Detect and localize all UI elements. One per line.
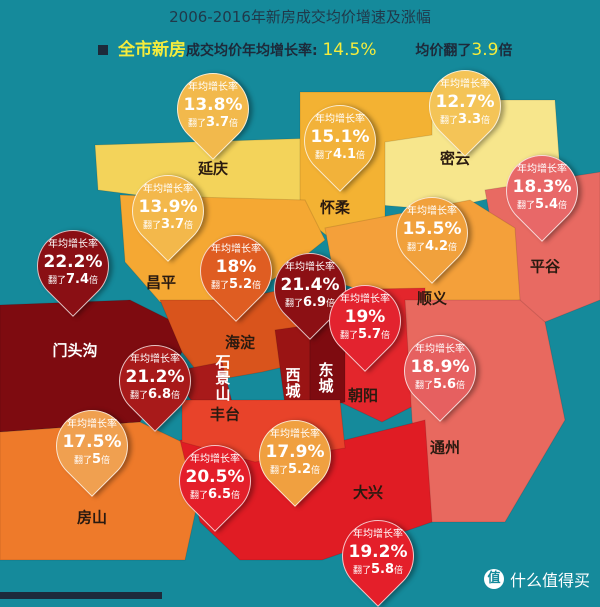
pin-multiple: 翻了5.2倍 [210, 277, 262, 292]
pin-rate-label: 年均增长率 [415, 344, 465, 355]
pin-rate-label: 年均增长率 [285, 262, 335, 273]
summary-rate: 14.5% [322, 40, 377, 60]
pin-rate-label: 年均增长率 [130, 354, 180, 365]
pin-rate-label: 年均增长率 [143, 184, 193, 195]
pin-rate-label: 年均增长率 [315, 114, 365, 125]
district-label: 延庆 [197, 159, 229, 178]
pin-multiple: 翻了5.4倍 [516, 197, 568, 212]
pin-rate-label: 年均增长率 [188, 82, 238, 93]
map-pin: 年均增长率 19.2% 翻了5.8倍 [327, 505, 429, 607]
pin-rate-label: 年均增长率 [340, 294, 390, 305]
pin-rate-label: 年均增长率 [353, 529, 403, 540]
watermark-logo: 值 什么值得买 [483, 567, 590, 591]
pin-rate: 12.7% [435, 92, 495, 112]
logo-icon: 值 [483, 569, 504, 589]
pin-rate: 15.5% [402, 219, 462, 239]
pin-multiple: 翻了5倍 [73, 452, 111, 467]
pin-multiple: 翻了5.6倍 [414, 377, 466, 392]
district-label: 通州 [429, 438, 461, 457]
pin-rate: 21.4% [280, 275, 340, 295]
pin-rate-label: 年均增长率 [67, 419, 117, 430]
chart-title: 2006-2016年新房成交均价增速及涨幅 [169, 8, 431, 26]
pin-rate-label: 年均增长率 [517, 164, 567, 175]
district-label: 顺义 [416, 289, 448, 308]
pin-rate-label: 年均增长率 [190, 454, 240, 465]
district-label: 昌平 [145, 273, 177, 292]
map-pin: 年均增长率 18% 翻了5.2倍 [185, 220, 287, 322]
map-pin: 年均增长率 21.4% 翻了6.9倍 [259, 238, 361, 340]
pin-rate: 19.2% [348, 542, 408, 562]
map-pin: 年均增长率 15.5% 翻了4.2倍 [381, 182, 483, 284]
pin-rate: 18.3% [512, 177, 572, 197]
map-pin: 年均增长率 13.9% 翻了3.7倍 [117, 160, 219, 262]
pin-multiple: 翻了6.8倍 [129, 387, 181, 402]
pin-multiple: 翻了7.4倍 [47, 272, 99, 287]
pin-rate: 15.1% [310, 127, 370, 147]
district-label: 平谷 [529, 257, 561, 276]
pin-multiple: 翻了3.7倍 [187, 115, 239, 130]
pin-rate: 17.9% [265, 442, 325, 462]
map-pin: 年均增长率 17.5% 翻了5倍 [41, 395, 143, 497]
map-pin: 年均增长率 17.9% 翻了5.2倍 [244, 405, 346, 507]
district-label: 东城 [316, 362, 335, 394]
pin-rate: 20.5% [185, 467, 245, 487]
map-pin: 年均增长率 19% 翻了5.7倍 [314, 270, 416, 372]
pin-multiple: 翻了3.7倍 [142, 217, 194, 232]
district-label: 西城 [283, 367, 302, 399]
map-pin: 年均增长率 15.1% 翻了4.1倍 [289, 90, 391, 192]
pin-rate-label: 年均增长率 [211, 244, 261, 255]
district-label: 朝阳 [347, 386, 379, 405]
pin-rate-label: 年均增长率 [407, 206, 457, 217]
pin-multiple: 翻了6.9倍 [284, 295, 336, 310]
summary-highlight: 全市新房 [118, 40, 186, 60]
pin-rate: 22.2% [43, 252, 103, 272]
district-label: 大兴 [352, 483, 384, 502]
map-pin: 年均增长率 20.5% 翻了6.5倍 [164, 430, 266, 532]
pin-rate: 13.9% [138, 197, 198, 217]
district-label: 怀柔 [319, 198, 351, 217]
pin-rate-label: 年均增长率 [270, 429, 320, 440]
pin-multiple: 翻了4.1倍 [314, 147, 366, 162]
logo-text: 什么值得买 [509, 571, 590, 590]
pin-multiple: 翻了5.8倍 [352, 562, 404, 577]
summary-multiple: 3.9 [471, 40, 499, 60]
summary-multiple-unit: 倍 [498, 43, 513, 59]
citywide-summary: 全市新房成交均价年均增长率: 14.5% 均价翻了3.9倍 [98, 35, 512, 60]
district-label: 门头沟 [52, 341, 98, 360]
map-pin: 年均增长率 22.2% 翻了7.4倍 [22, 215, 124, 317]
map-pin: 年均增长率 21.2% 翻了6.8倍 [104, 330, 206, 432]
summary-rate-label: 成交均价年均增长率: [186, 43, 318, 59]
pin-rate: 13.8% [183, 95, 243, 115]
pin-multiple: 翻了5.7倍 [339, 327, 391, 342]
district-label: 丰台 [209, 405, 241, 424]
map-pin: 年均增长率 18.9% 翻了5.6倍 [389, 320, 491, 422]
map-pin: 年均增长率 12.7% 翻了3.3倍 [414, 55, 516, 157]
pin-rate: 19% [344, 307, 386, 327]
pin-rate: 21.2% [125, 367, 185, 387]
bottom-bar [0, 592, 162, 599]
district-label: 石景山 [213, 354, 232, 402]
district-label: 房山 [76, 508, 108, 527]
pin-multiple: 翻了5.2倍 [269, 462, 321, 477]
legend-square-icon [98, 45, 108, 55]
pin-rate: 18% [215, 257, 257, 277]
map-pin: 年均增长率 18.3% 翻了5.4倍 [491, 140, 593, 242]
pin-rate: 18.9% [410, 357, 470, 377]
pin-multiple: 翻了4.2倍 [406, 239, 458, 254]
map-pin: 年均增长率 13.8% 翻了3.7倍 [162, 58, 264, 160]
district-label: 海淀 [224, 333, 256, 352]
pin-rate-label: 年均增长率 [440, 79, 490, 90]
pin-multiple: 翻了6.5倍 [189, 487, 241, 502]
pin-rate-label: 年均增长率 [48, 239, 98, 250]
pin-multiple: 翻了3.3倍 [439, 112, 491, 127]
pin-rate: 17.5% [62, 432, 122, 452]
summary-multiple-label: 均价翻了 [415, 43, 472, 59]
